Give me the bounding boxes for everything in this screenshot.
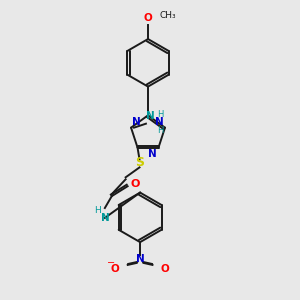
Text: N: N (148, 148, 157, 159)
Text: N: N (132, 117, 141, 127)
Text: S: S (135, 156, 144, 169)
Text: O: O (144, 13, 152, 23)
Text: N: N (155, 117, 164, 127)
Text: N: N (146, 111, 154, 121)
Text: −: − (107, 258, 116, 268)
Text: CH₃: CH₃ (160, 11, 176, 20)
Text: H: H (157, 126, 163, 135)
Text: O: O (161, 264, 170, 274)
Text: N: N (101, 213, 110, 223)
Text: H: H (94, 206, 101, 214)
Text: O: O (130, 179, 140, 189)
Text: O: O (110, 264, 119, 274)
Text: H: H (157, 110, 163, 119)
Text: N: N (136, 254, 145, 264)
